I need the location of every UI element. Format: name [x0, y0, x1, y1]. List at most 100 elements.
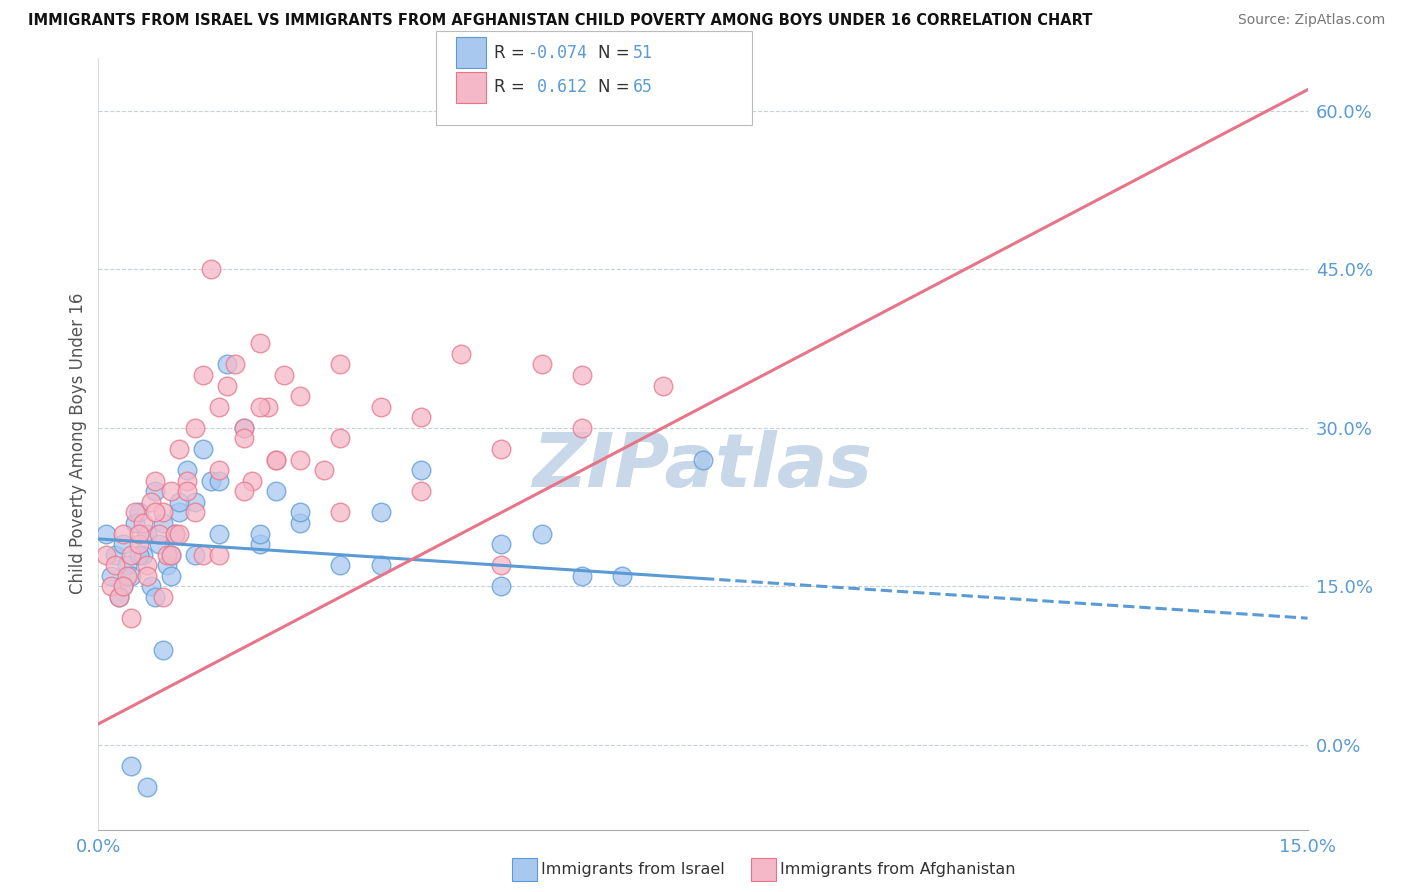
Point — [491, 579, 513, 593]
Point — [288, 389, 311, 403]
Text: 0.612: 0.612 — [527, 78, 588, 96]
Point — [124, 516, 146, 530]
Point — [176, 463, 198, 477]
Point — [491, 537, 513, 551]
Point — [128, 526, 150, 541]
Text: 65: 65 — [633, 78, 652, 96]
Point — [135, 526, 157, 541]
Point — [176, 484, 198, 499]
Point — [193, 548, 215, 562]
Point — [160, 548, 183, 562]
Point — [139, 579, 162, 593]
Point — [232, 421, 254, 435]
Point — [167, 506, 190, 520]
Point — [111, 579, 134, 593]
Point — [143, 484, 166, 499]
Point — [184, 421, 207, 435]
Point — [450, 347, 472, 361]
Point — [273, 368, 295, 382]
Point — [160, 569, 183, 583]
Point — [314, 463, 336, 477]
Point — [176, 474, 198, 488]
Point — [249, 526, 271, 541]
Point — [115, 558, 138, 573]
Point — [135, 569, 157, 583]
Point — [124, 506, 146, 520]
Point — [167, 495, 190, 509]
Point — [135, 558, 157, 573]
Point — [232, 432, 254, 446]
Point — [148, 526, 170, 541]
Point — [329, 506, 352, 520]
Point — [128, 537, 150, 551]
Text: Source: ZipAtlas.com: Source: ZipAtlas.com — [1237, 13, 1385, 28]
Point — [370, 506, 392, 520]
Text: R =: R = — [494, 78, 524, 96]
Point — [152, 506, 174, 520]
Point — [264, 452, 287, 467]
Point — [491, 442, 513, 456]
Text: R =: R = — [494, 44, 524, 62]
Point — [139, 495, 162, 509]
Point — [120, 569, 142, 583]
Text: Immigrants from Israel: Immigrants from Israel — [541, 863, 725, 877]
Point — [571, 368, 593, 382]
Point — [692, 452, 714, 467]
Point — [530, 526, 553, 541]
Point — [128, 506, 150, 520]
Point — [193, 368, 215, 382]
Point — [143, 506, 166, 520]
Point — [143, 474, 166, 488]
Point — [370, 558, 392, 573]
Point — [135, 780, 157, 795]
Point — [409, 484, 432, 499]
Point — [240, 474, 263, 488]
Point — [143, 590, 166, 604]
Point — [148, 537, 170, 551]
Point — [329, 558, 352, 573]
Point — [152, 643, 174, 657]
Point — [208, 548, 231, 562]
Text: N =: N = — [598, 78, 628, 96]
Point — [132, 548, 155, 562]
Point — [152, 590, 174, 604]
Point — [249, 537, 271, 551]
Point — [409, 410, 432, 425]
Point — [329, 432, 352, 446]
Point — [329, 358, 352, 372]
Point — [208, 400, 231, 414]
Point — [120, 548, 142, 562]
Point — [409, 463, 432, 477]
Point — [249, 336, 271, 351]
Point — [184, 548, 207, 562]
Point — [96, 526, 118, 541]
Point — [111, 526, 134, 541]
Point — [103, 558, 125, 573]
Point — [160, 484, 183, 499]
Point — [530, 358, 553, 372]
Point — [152, 516, 174, 530]
Point — [288, 452, 311, 467]
Point — [288, 506, 311, 520]
Point — [107, 590, 129, 604]
Point — [232, 484, 254, 499]
Point — [120, 759, 142, 773]
Point — [208, 526, 231, 541]
Text: IMMIGRANTS FROM ISRAEL VS IMMIGRANTS FROM AFGHANISTAN CHILD POVERTY AMONG BOYS U: IMMIGRANTS FROM ISRAEL VS IMMIGRANTS FRO… — [28, 13, 1092, 29]
Point — [111, 579, 134, 593]
Point — [651, 378, 673, 392]
Point — [163, 526, 186, 541]
Point — [571, 569, 593, 583]
Point — [288, 516, 311, 530]
Point — [100, 579, 122, 593]
Point — [264, 452, 287, 467]
Point — [111, 537, 134, 551]
Point — [156, 558, 179, 573]
Point — [200, 474, 222, 488]
Point — [115, 569, 138, 583]
Point — [217, 378, 239, 392]
Point — [264, 484, 287, 499]
Point — [232, 421, 254, 435]
Point — [160, 548, 183, 562]
Point — [100, 569, 122, 583]
